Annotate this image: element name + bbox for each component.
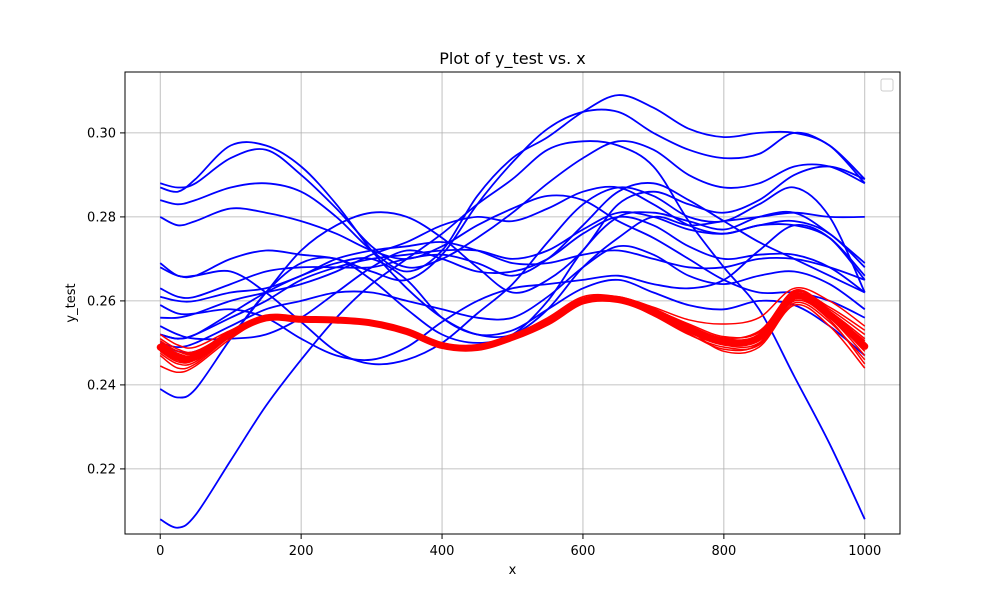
x-tick-label: 400 xyxy=(430,544,455,559)
y-tick-label: 0.22 xyxy=(87,462,116,477)
blue-series-line xyxy=(159,244,866,348)
chart-title: Plot of y_test vs. x xyxy=(439,49,585,69)
blue-series-line xyxy=(159,257,866,357)
x-tick-label: 800 xyxy=(711,544,736,559)
blue-series-line xyxy=(159,215,866,341)
x-tick-label: 1000 xyxy=(848,544,881,559)
legend-box xyxy=(880,78,894,92)
blue-series-line xyxy=(159,108,866,282)
blue-series-line xyxy=(159,94,866,273)
blue-series-line xyxy=(159,182,866,299)
blue-series-line xyxy=(159,223,866,362)
plot-area-frame xyxy=(124,71,901,535)
blue-series-line xyxy=(159,186,866,366)
red-series-band xyxy=(156,292,869,363)
red-series-group xyxy=(156,287,869,374)
y-tick-label: 0.24 xyxy=(87,378,116,393)
blue-series-line xyxy=(159,141,865,339)
y-axis-ticks: 0.22 0.24 0.26 0.28 0.30 xyxy=(87,126,125,477)
blue-series-line xyxy=(159,140,866,269)
x-tick-label: 600 xyxy=(571,544,596,559)
y-tick-label: 0.28 xyxy=(87,210,116,225)
x-tick-label: 0 xyxy=(156,544,164,559)
blue-series-line xyxy=(159,194,866,319)
blue-series-line xyxy=(159,165,866,354)
y-axis-label: y_test xyxy=(64,283,79,322)
y-tick-label: 0.30 xyxy=(87,126,116,141)
blue-series-line xyxy=(160,241,866,303)
y-tick-label: 0.26 xyxy=(87,294,116,309)
blue-series-line xyxy=(159,211,866,340)
x-axis-ticks: 0 200 400 600 800 1000 xyxy=(156,534,881,559)
x-tick-label: 200 xyxy=(289,544,314,559)
x-axis-label: x xyxy=(509,563,517,578)
